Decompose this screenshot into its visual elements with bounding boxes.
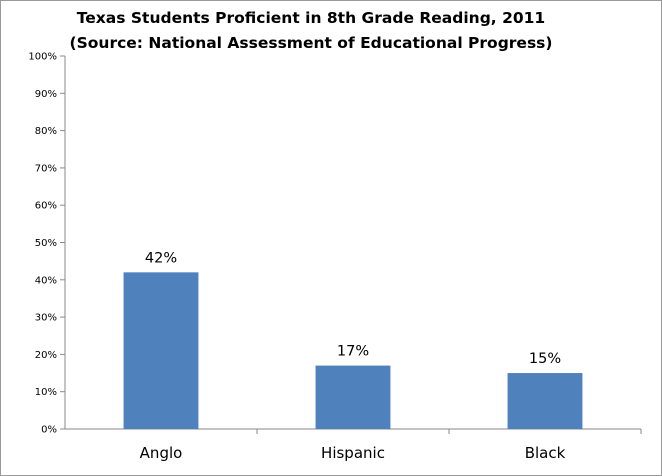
labels-group: 42% Anglo 17% Hispanic 15% Black: [140, 250, 566, 462]
data-label-anglo: 42%: [145, 250, 177, 266]
bars-group: [123, 272, 583, 429]
y-tick-label: 100%: [28, 52, 57, 63]
bar-black: [507, 373, 583, 429]
y-tick-label: 0%: [41, 425, 57, 436]
data-label-black: 15%: [529, 351, 561, 367]
category-label-hispanic: Hispanic: [321, 444, 385, 462]
y-tick-label: 20%: [35, 350, 57, 361]
bar-hispanic: [315, 365, 391, 429]
category-label-anglo: Anglo: [140, 444, 183, 462]
y-tick-label: 60%: [35, 201, 57, 212]
bar-anglo: [123, 272, 199, 429]
y-tick-label: 40%: [35, 275, 57, 286]
y-tick-label: 70%: [35, 163, 57, 174]
y-axis-ticks: 0% 10% 20% 30% 40% 50% 60% 70% 80% 90% 100%: [28, 52, 642, 436]
y-tick-label: 80%: [35, 126, 57, 137]
chart-subtitle-line: (Source: National Assessment of Educatio…: [69, 34, 553, 52]
category-label-black: Black: [525, 444, 566, 462]
y-tick-label: 30%: [35, 313, 57, 324]
chart-title: Texas Students Proficient in 8th Grade R…: [1, 6, 621, 56]
chart-title-line: Texas Students Proficient in 8th Grade R…: [76, 9, 546, 27]
data-label-hispanic: 17%: [337, 344, 369, 360]
y-tick-label: 50%: [35, 238, 57, 249]
y-tick-label: 10%: [35, 387, 57, 398]
y-tick-label: 90%: [35, 89, 57, 100]
